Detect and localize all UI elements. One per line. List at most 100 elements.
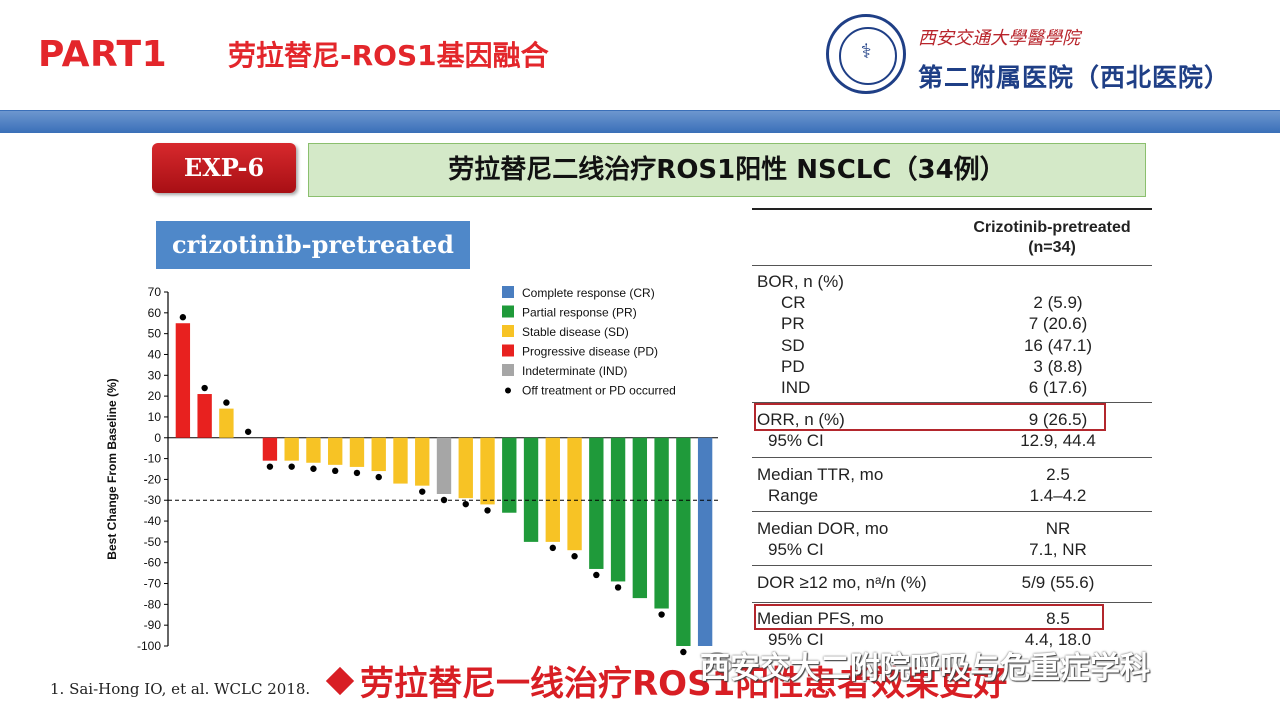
- diamond-bullet-icon: [325, 666, 355, 696]
- bor-label: BOR, n (%): [757, 272, 844, 291]
- bar: [415, 437, 430, 486]
- bar: [480, 437, 495, 505]
- y-tick-label: -20: [144, 472, 162, 486]
- table-row-value: 2 (5.9): [1033, 293, 1083, 312]
- off-treatment-dot: [549, 544, 556, 552]
- orr-highlight-box: [754, 403, 1106, 431]
- bar: [371, 437, 386, 472]
- bar: [284, 437, 299, 461]
- pfs-value: 8.5: [1046, 609, 1070, 628]
- legend-swatch: [502, 305, 514, 318]
- y-tick-label: 40: [148, 347, 162, 361]
- bar: [328, 437, 343, 465]
- header-band: [0, 110, 1280, 133]
- legend-swatch: [502, 325, 514, 337]
- legend-swatch: [502, 364, 514, 376]
- waterfall-chart: 70 60 50 40 30 20 10 0 -10 -20 -30 -40 -50 -60 -70 -80 -…: [100, 278, 740, 662]
- table-row-label: CR: [781, 293, 806, 312]
- waterfall-chart-svg: 70 60 50 40 30 20 10 0 -10 -20 -30 -40 -50 -60 -70 -80 -…: [105, 285, 718, 656]
- legend-swatch: [502, 286, 514, 298]
- dor-ci-label: 95% CI: [768, 540, 824, 559]
- exp-badge: EXP-6: [152, 143, 296, 193]
- slide-title-bar: 劳拉替尼二线治疗ROS1阳性 NSCLC（34例）: [308, 143, 1146, 197]
- table-row-label: PD: [781, 357, 805, 376]
- off-treatment-dot: [223, 399, 230, 406]
- results-table: Crizotinib-pretreated (n=34) BOR, n (%) …: [752, 208, 1152, 658]
- off-treatment-dot: [593, 571, 600, 579]
- conclusion-label: 劳拉替尼一线治疗ROS1阳性患者效果更好: [360, 664, 1008, 704]
- bar: [436, 437, 452, 494]
- bar: [219, 408, 234, 438]
- wechat-icon: [706, 652, 733, 674]
- table-row-value: 16 (47.1): [1023, 336, 1093, 355]
- ttr-label: Median TTR, mo: [757, 465, 884, 484]
- bar: [197, 394, 212, 438]
- bar: [545, 437, 560, 542]
- bar: [502, 437, 517, 513]
- y-tick-label: -50: [144, 535, 162, 549]
- off-treatment-dot: [462, 500, 469, 508]
- legend-label: Complete response (CR): [522, 286, 655, 300]
- section-title: 劳拉替尼-ROS1基因融合: [228, 39, 549, 72]
- bar: [610, 437, 626, 582]
- conclusion-text: 劳拉替尼一线治疗ROS1阳性患者效果更好: [325, 656, 1008, 705]
- bar: [349, 437, 365, 467]
- off-treatment-dot: [484, 507, 491, 514]
- legend-label: Indeterminate (IND): [522, 364, 627, 378]
- orr-value: 9 (26.5): [1028, 410, 1088, 429]
- bar: [306, 437, 321, 463]
- dor12-value: 5/9 (55.6): [1021, 573, 1095, 592]
- table-row-value: 3 (8.8): [1033, 357, 1083, 376]
- pfs-ci-value: 4.4, 18.0: [1024, 630, 1092, 649]
- y-axis-label: Best Change From Baseline (%): [105, 378, 119, 559]
- table-row-value: 6 (17.6): [1028, 378, 1088, 397]
- orr-ci-value: 12.9, 44.4: [1020, 431, 1096, 450]
- table-row-label: PR: [781, 314, 805, 333]
- off-treatment-dot: [375, 473, 382, 481]
- y-tick-label: 50: [148, 327, 162, 341]
- y-tick-label: -10: [144, 452, 162, 466]
- orr-label: ORR, n (%): [757, 410, 845, 429]
- y-tick-label: 30: [148, 368, 162, 382]
- y-tick-label: 20: [148, 389, 162, 403]
- y-tick-label: 10: [148, 410, 162, 424]
- legend-marker: [505, 387, 511, 394]
- y-tick-label: -70: [144, 577, 162, 591]
- bar: [654, 437, 669, 609]
- off-treatment-dot: [419, 488, 426, 495]
- dor-value: NR: [1045, 519, 1071, 538]
- bar: [567, 437, 582, 551]
- ttr-range-label: Range: [768, 486, 819, 505]
- legend-label: Partial response (PR): [522, 306, 637, 320]
- dor-label: Median DOR, mo: [757, 519, 889, 538]
- y-tick-label: -30: [144, 493, 162, 507]
- table-row-label: IND: [781, 378, 811, 397]
- slide-title: 劳拉替尼二线治疗ROS1阳性 NSCLC（34例）: [448, 155, 1006, 185]
- off-treatment-dot: [288, 463, 295, 470]
- y-tick-label: -60: [144, 556, 162, 570]
- off-treatment-dot: [332, 467, 339, 475]
- table-header-line1: Crizotinib-pretreated: [973, 219, 1131, 236]
- legend-label: Off treatment or PD occurred: [522, 384, 676, 398]
- table-row-label: SD: [781, 336, 805, 355]
- bar: [589, 437, 604, 569]
- legend-label: Progressive disease (PD): [522, 345, 658, 359]
- off-treatment-dot: [244, 428, 252, 435]
- off-treatment-dot: [614, 584, 622, 591]
- part-label: PART1: [38, 34, 168, 75]
- bar: [632, 437, 648, 599]
- y-tick-label: -90: [144, 618, 162, 632]
- pfs-label: Median PFS, mo: [757, 609, 884, 628]
- bar: [262, 437, 278, 461]
- pfs-ci-label: 95% CI: [768, 630, 824, 649]
- y-tick-label: -100: [137, 639, 161, 653]
- y-tick-label: 70: [148, 285, 162, 299]
- y-tick-label: 0: [154, 431, 161, 445]
- off-treatment-dot: [353, 469, 361, 477]
- table-header-line2: (n=34): [1028, 239, 1076, 256]
- dor-ci-value: 7.1, NR: [1029, 540, 1087, 559]
- dor12-label: DOR ≥12 mo, nᵃ/n (%): [757, 573, 927, 592]
- off-treatment-dot: [201, 384, 208, 392]
- bar: [676, 437, 691, 646]
- hospital-name: 第二附属医院（西北医院）: [918, 63, 1231, 92]
